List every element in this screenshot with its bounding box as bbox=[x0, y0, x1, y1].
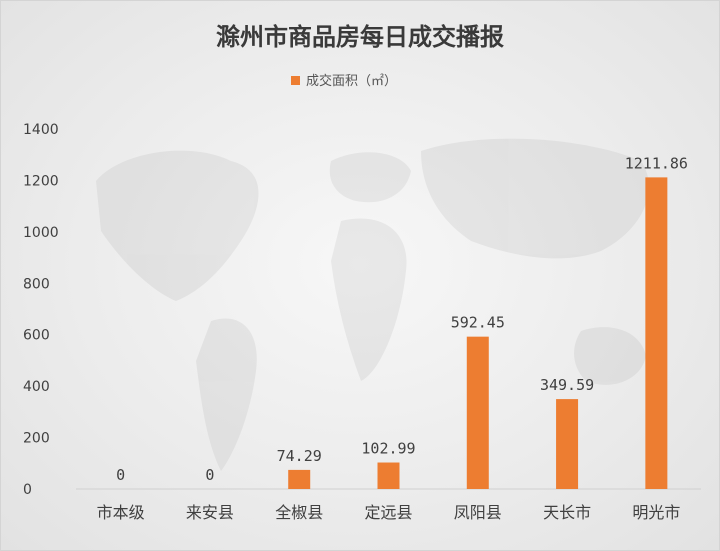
y-tick-label: 1200 bbox=[23, 173, 59, 189]
y-tick-label: 200 bbox=[23, 431, 50, 447]
bar-series bbox=[288, 177, 668, 490]
world-map-watermark bbox=[96, 138, 649, 471]
x-tick-label: 天长市 bbox=[543, 503, 591, 522]
data-label: 102.99 bbox=[361, 440, 415, 458]
data-label: 349.59 bbox=[540, 376, 594, 394]
y-tick-label: 600 bbox=[23, 328, 50, 344]
bar bbox=[645, 177, 668, 490]
x-axis: 市本级 来安县 全椒县 定远县 凤阳县 天长市 明光市 bbox=[97, 503, 681, 522]
bar bbox=[288, 469, 311, 489]
bar bbox=[466, 336, 489, 489]
data-label: 1211.86 bbox=[625, 154, 688, 172]
data-label: 74.29 bbox=[277, 447, 322, 465]
data-label: 0 bbox=[205, 466, 214, 484]
chart-title: 滁州市商品房每日成交播报 bbox=[216, 23, 504, 51]
y-tick-label: 1000 bbox=[23, 225, 59, 241]
y-tick-label: 1400 bbox=[23, 122, 59, 138]
data-label: 0 bbox=[116, 466, 125, 484]
legend: 成交面积（㎡） bbox=[291, 73, 397, 89]
x-tick-label: 全椒县 bbox=[275, 503, 323, 522]
y-tick-label: 400 bbox=[23, 379, 50, 395]
y-tick-label: 0 bbox=[23, 482, 32, 498]
x-tick-label: 来安县 bbox=[186, 503, 234, 522]
x-tick-label: 市本级 bbox=[97, 503, 145, 522]
y-axis: 0 200 400 600 800 1000 1200 1400 bbox=[23, 122, 59, 498]
data-label: 592.45 bbox=[451, 314, 505, 332]
data-labels: 0 0 74.29 102.99 592.45 349.59 1211.86 bbox=[116, 154, 688, 484]
x-tick-label: 凤阳县 bbox=[454, 503, 502, 522]
legend-swatch bbox=[291, 76, 300, 85]
x-tick-label: 明光市 bbox=[632, 503, 680, 522]
bar bbox=[556, 399, 579, 489]
y-tick-label: 800 bbox=[23, 276, 50, 292]
legend-label: 成交面积（㎡） bbox=[306, 73, 397, 89]
bar bbox=[377, 462, 400, 489]
x-tick-label: 定远县 bbox=[364, 503, 412, 522]
